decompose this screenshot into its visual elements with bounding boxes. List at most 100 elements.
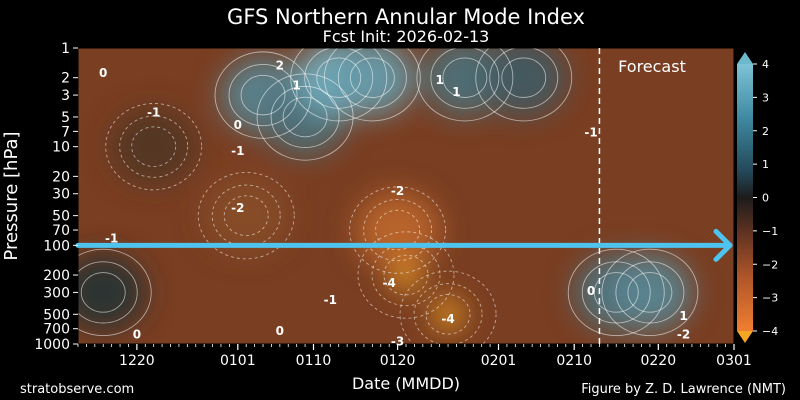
y-tick-label: 10 bbox=[52, 140, 70, 156]
y-tick-label: 100 bbox=[43, 238, 70, 254]
contour-ring bbox=[197, 171, 295, 260]
chart-title: GFS Northern Annular Mode Index bbox=[227, 5, 585, 29]
y-tick-label: 3 bbox=[61, 88, 70, 104]
y-tick-label: 500 bbox=[43, 307, 70, 323]
y-tick-label: 20 bbox=[52, 169, 70, 185]
contour-ring bbox=[601, 248, 699, 337]
y-tick-label: 2 bbox=[61, 71, 70, 87]
colorbar-tick-label: 1 bbox=[762, 158, 769, 171]
colorbar-gradient bbox=[737, 64, 753, 331]
contour-label: -3 bbox=[391, 334, 404, 348]
contour-label: -2 bbox=[391, 184, 404, 198]
contour-ring bbox=[323, 48, 421, 122]
contour-ring bbox=[489, 48, 559, 109]
y-tick-label: 7 bbox=[61, 124, 70, 140]
contour-label: -2 bbox=[677, 327, 690, 341]
footer-credit: Figure by Z. D. Lawrence (NMT) bbox=[581, 382, 786, 397]
contour-ring bbox=[131, 126, 177, 167]
colorbar-tick-label: −2 bbox=[762, 258, 778, 271]
contour-ring bbox=[78, 261, 138, 324]
colorbar-tick-label: −4 bbox=[762, 325, 778, 338]
chart-subtitle: Fcst Init: 2026-02-13 bbox=[323, 27, 490, 46]
contour-label: 0 bbox=[133, 327, 141, 341]
contour-ring bbox=[316, 57, 362, 98]
contour-ring bbox=[475, 48, 573, 122]
reference-arrow bbox=[75, 228, 733, 262]
contour-ring bbox=[567, 248, 665, 337]
colorbar-tick-label: 2 bbox=[762, 125, 769, 138]
contour-label: 1 bbox=[435, 73, 443, 87]
value-region bbox=[355, 192, 440, 269]
y-axis-label: Pressure [hPa] bbox=[1, 131, 22, 260]
value-region bbox=[78, 254, 146, 331]
contour-ring bbox=[413, 283, 483, 344]
x-tick-label: 0120 bbox=[380, 353, 416, 369]
contour-ring bbox=[78, 248, 152, 337]
contour-ring bbox=[593, 272, 639, 313]
contour-label: -2 bbox=[231, 201, 244, 215]
contour-ring bbox=[270, 85, 340, 149]
contour-ring bbox=[290, 48, 388, 122]
y-tick-label: 300 bbox=[43, 285, 70, 301]
value-region bbox=[111, 108, 196, 185]
x-tick-label: 1220 bbox=[119, 353, 155, 369]
contour-ring bbox=[425, 294, 471, 335]
contour-ring bbox=[627, 272, 673, 313]
value-region bbox=[481, 48, 566, 116]
contour-ring bbox=[375, 209, 421, 251]
value-regions bbox=[78, 48, 692, 331]
contour-ring bbox=[501, 57, 547, 98]
contour-label: -1 bbox=[584, 126, 597, 140]
contour-ring bbox=[228, 64, 298, 127]
contour-label: -1 bbox=[147, 105, 160, 119]
footer-site: stratobserve.com bbox=[20, 382, 134, 397]
contour-label: 0 bbox=[99, 66, 107, 80]
contour-ring bbox=[349, 57, 395, 98]
contour-ring bbox=[363, 198, 433, 262]
y-tick-label: 5 bbox=[61, 110, 70, 126]
y-tick-label: 200 bbox=[43, 268, 70, 284]
x-tick-label: 0301 bbox=[716, 353, 752, 369]
contour-lines bbox=[78, 48, 699, 344]
contour-label: 1 bbox=[292, 79, 300, 93]
colorbar-tick-label: −3 bbox=[762, 292, 778, 305]
y-tick-label: 30 bbox=[52, 187, 70, 203]
contour-ring bbox=[337, 48, 407, 109]
x-tick-label: 0101 bbox=[220, 353, 256, 369]
x-axis: 1220 0101 0110 0120 0201 0210 0220 0301 bbox=[77, 344, 752, 369]
contour-ring bbox=[119, 115, 189, 178]
contour-ring bbox=[282, 96, 328, 138]
y-tick-label: 1 bbox=[61, 41, 70, 57]
contour-label: -1 bbox=[105, 231, 118, 245]
colorbar-extend-low bbox=[737, 331, 753, 343]
contour-ring bbox=[399, 270, 497, 344]
plot-area bbox=[78, 48, 734, 344]
contour-label: -4 bbox=[441, 312, 454, 326]
contour-ring bbox=[80, 272, 126, 313]
contour-ring bbox=[615, 261, 685, 324]
colorbar-tick-label: 0 bbox=[762, 192, 769, 205]
colorbar: 4 3 2 1 0 −1 −2 −3 −4 bbox=[737, 52, 778, 343]
colorbar-extend-high bbox=[737, 52, 753, 64]
contour-label: -1 bbox=[324, 293, 337, 307]
colorbar-tick-label: 4 bbox=[762, 58, 769, 71]
x-axis-label: Date (MMDD) bbox=[352, 374, 460, 393]
x-tick-label: 0210 bbox=[556, 353, 592, 369]
forecast-label: Forecast bbox=[618, 57, 686, 76]
contour-label: 2 bbox=[276, 58, 284, 72]
y-tick-label: 1000 bbox=[34, 337, 70, 353]
contour-label: 1 bbox=[679, 309, 687, 323]
contour-ring bbox=[349, 186, 447, 274]
y-tick-label: 50 bbox=[52, 209, 70, 225]
value-region bbox=[434, 298, 463, 331]
contour-ring bbox=[357, 231, 455, 319]
reference-arrowhead bbox=[713, 228, 733, 262]
contour-ring bbox=[105, 103, 203, 191]
contour-label: 1 bbox=[452, 85, 460, 99]
y-tick-label: 700 bbox=[43, 322, 70, 338]
contour-ring bbox=[240, 74, 286, 116]
contour-label: 0 bbox=[234, 118, 242, 132]
